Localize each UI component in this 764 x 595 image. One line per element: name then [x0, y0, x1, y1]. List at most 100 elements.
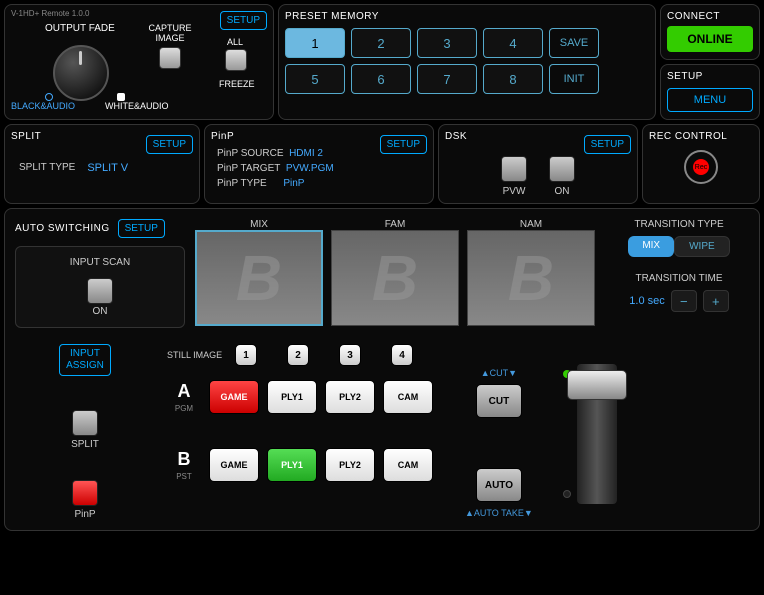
all-label: ALL [227, 37, 243, 47]
bus-b-ply2-button[interactable]: PLY2 [325, 448, 375, 482]
preset-panel: PRESET MEMORY 1234SAVE 5678INIT [278, 4, 656, 120]
dsk-pvw-button[interactable] [501, 156, 527, 182]
still-1-button[interactable]: 1 [235, 344, 257, 366]
preview-mix[interactable]: B [195, 230, 323, 326]
split-type-value[interactable]: SPLIT V [87, 162, 128, 174]
preview-nam-label: NAM [467, 219, 595, 230]
bus-b-ply1-button[interactable]: PLY1 [267, 448, 317, 482]
pinp-setup-button[interactable]: SETUP [380, 135, 427, 154]
connect-panel: CONNECT ONLINE [660, 4, 760, 60]
bus-a-ply2-button[interactable]: PLY2 [325, 380, 375, 414]
white-audio-indicator [117, 93, 125, 101]
pinp-typ-value[interactable]: PinP [283, 178, 304, 189]
app-title: V-1HD+ Remote 1.0.0 [11, 9, 89, 18]
cut-button[interactable]: CUT [476, 384, 522, 418]
pinp-panel: PinP SETUP PinP SOURCE HDMI 2 PinP TARGE… [204, 124, 434, 204]
black-audio-indicator [45, 93, 53, 101]
preset-save-button[interactable]: SAVE [549, 28, 599, 58]
cut-arrow-label: ▲CUT▼ [481, 368, 517, 378]
auto-button[interactable]: AUTO [476, 468, 522, 502]
setup-panel: SETUP MENU [660, 64, 760, 120]
fader-light-bottom [563, 490, 571, 498]
dsk-on-label: ON [549, 186, 575, 197]
auto-take-label: ▲AUTO TAKE▼ [465, 508, 533, 518]
transition-wipe-button[interactable]: WIPE [674, 236, 730, 257]
split-panel: SPLIT SETUP SPLIT TYPE SPLIT V [4, 124, 200, 204]
all-button[interactable] [225, 49, 247, 71]
white-audio-label: WHITE&AUDIO [105, 101, 169, 111]
pinp-mini-label: PinP [72, 509, 98, 520]
t-bar-fader[interactable] [577, 364, 617, 504]
preset-1-button[interactable]: 1 [285, 28, 345, 58]
freeze-label: FREEZE [219, 79, 255, 89]
input-scan-label: INPUT SCAN [26, 257, 174, 268]
bus-a-ply1-button[interactable]: PLY1 [267, 380, 317, 414]
dsk-on-button[interactable] [549, 156, 575, 182]
output-fade-title: OUTPUT FADE [45, 23, 115, 34]
setup-title: SETUP [667, 71, 753, 82]
preset-4-button[interactable]: 4 [483, 28, 543, 58]
preset-5-button[interactable]: 5 [285, 64, 345, 94]
split-mini-button[interactable] [72, 410, 98, 436]
menu-button[interactable]: MENU [667, 88, 753, 112]
output-fade-setup-button[interactable]: SETUP [220, 11, 267, 30]
pinp-tgt-label: PinP TARGET [217, 163, 280, 174]
bus-a-label: APGM [167, 381, 201, 414]
rec-title: REC CONTROL [649, 131, 753, 142]
pinp-typ-label: PinP TYPE [217, 178, 267, 189]
input-scan-on-label: ON [26, 306, 174, 317]
preset-8-button[interactable]: 8 [483, 64, 543, 94]
auto-switching-title: AUTO SWITCHING [15, 223, 110, 234]
preset-title: PRESET MEMORY [285, 11, 649, 22]
bus-a-game-button[interactable]: GAME [209, 380, 259, 414]
preview-nam[interactable]: B [467, 230, 595, 326]
bus-b-game-button[interactable]: GAME [209, 448, 259, 482]
still-image-label: STILL IMAGE [167, 350, 227, 360]
bus-b-label: BPST [167, 449, 201, 482]
rec-icon: Rec [693, 159, 709, 175]
time-minus-button[interactable]: − [671, 290, 697, 312]
dsk-pvw-label: PVW [501, 186, 527, 197]
transition-mix-button[interactable]: MIX [628, 236, 674, 257]
transition-type-title: TRANSITION TYPE [609, 219, 749, 230]
still-4-button[interactable]: 4 [391, 344, 413, 366]
pinp-tgt-value[interactable]: PVW.PGM [286, 163, 334, 174]
capture-image-label: CAPTUREIMAGE [145, 23, 195, 43]
preset-3-button[interactable]: 3 [417, 28, 477, 58]
split-type-label: SPLIT TYPE [19, 162, 75, 174]
preview-mix-label: MIX [195, 219, 323, 230]
transition-time-title: TRANSITION TIME [609, 273, 749, 284]
rec-panel: REC CONTROL Rec [642, 124, 760, 204]
preview-fam-label: FAM [331, 219, 459, 230]
input-assign-button[interactable]: INPUTASSIGN [59, 344, 111, 376]
transition-time-value: 1.0 sec [629, 295, 664, 307]
dsk-panel: DSK SETUP PVW ON [438, 124, 638, 204]
still-3-button[interactable]: 3 [339, 344, 361, 366]
preset-7-button[interactable]: 7 [417, 64, 477, 94]
split-mini-label: SPLIT [71, 439, 99, 450]
preset-6-button[interactable]: 6 [351, 64, 411, 94]
fader-handle[interactable] [567, 370, 627, 400]
black-audio-label: BLACK&AUDIO [11, 101, 75, 111]
split-setup-button[interactable]: SETUP [146, 135, 193, 154]
preview-fam[interactable]: B [331, 230, 459, 326]
input-scan-button[interactable] [87, 278, 113, 304]
dsk-setup-button[interactable]: SETUP [584, 135, 631, 154]
output-fade-knob[interactable] [53, 45, 109, 101]
main-panel: AUTO SWITCHING SETUP INPUT SCAN ON MIXBF… [4, 208, 760, 531]
time-plus-button[interactable]: + [703, 290, 729, 312]
pinp-mini-button[interactable] [72, 480, 98, 506]
preset-2-button[interactable]: 2 [351, 28, 411, 58]
output-fade-panel: V-1HD+ Remote 1.0.0 SETUP OUTPUT FADE CA… [4, 4, 274, 120]
pinp-src-value[interactable]: HDMI 2 [289, 148, 323, 159]
still-2-button[interactable]: 2 [287, 344, 309, 366]
online-button[interactable]: ONLINE [667, 26, 753, 52]
bus-a-cam-button[interactable]: CAM [383, 380, 433, 414]
pinp-src-label: PinP SOURCE [217, 148, 284, 159]
rec-button[interactable]: Rec [684, 150, 718, 184]
preset-init-button[interactable]: INIT [549, 64, 599, 94]
auto-switching-setup-button[interactable]: SETUP [118, 219, 165, 238]
capture-image-button[interactable] [159, 47, 181, 69]
bus-b-cam-button[interactable]: CAM [383, 448, 433, 482]
connect-title: CONNECT [667, 11, 753, 22]
